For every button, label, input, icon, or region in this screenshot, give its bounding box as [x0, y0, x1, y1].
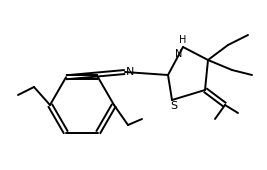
Text: H: H	[179, 35, 187, 45]
Text: S: S	[170, 101, 178, 111]
Text: N: N	[175, 49, 183, 59]
Text: N: N	[126, 67, 134, 77]
